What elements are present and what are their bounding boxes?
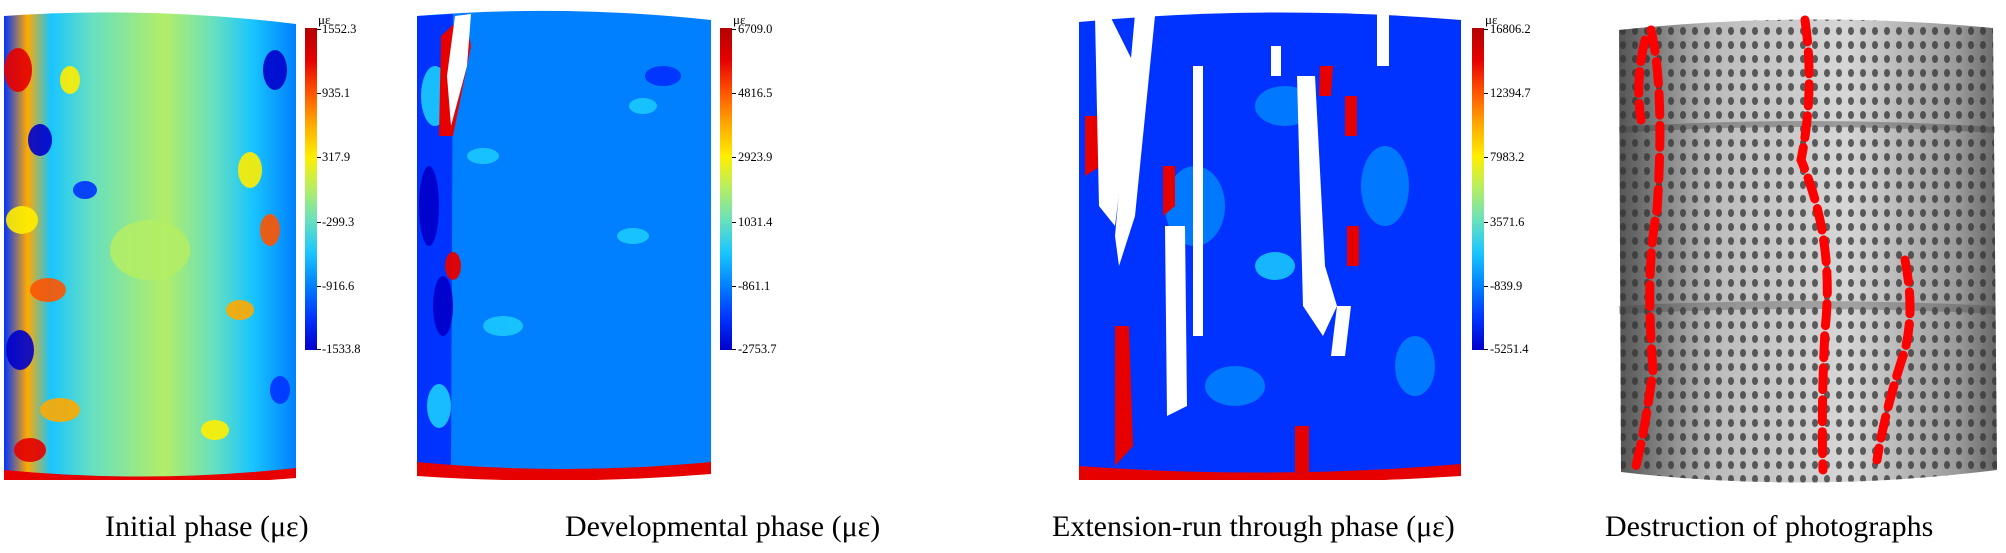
colorbar-tick-label: 1031.4	[738, 215, 773, 229]
caption-initial: Initial phase (με)	[105, 510, 309, 543]
colorbar-tick-label: -299.3	[322, 215, 355, 229]
colorbar-tick-label: -5251.4	[1490, 342, 1529, 356]
strain-map-developmental	[413, 6, 713, 480]
colorbar-developmental	[720, 28, 732, 350]
colorbar-tick-label: 4816.5	[738, 86, 773, 100]
specimen-photograph	[1605, 10, 2000, 488]
caption-extension: Extension-run through phase (με)	[1052, 510, 1455, 543]
strain-map-initial	[0, 10, 298, 480]
colorbar-initial	[305, 28, 317, 350]
crack-markers	[1630, 15, 1915, 475]
colorbar-unit-developmental: με	[733, 12, 746, 27]
colorbar-unit-extension: με	[1485, 12, 1498, 27]
colorbar-tick-label: 16806.2	[1490, 22, 1531, 36]
caption-developmental: Developmental phase (με)	[565, 510, 881, 543]
colorbar-tick-label: -861.1	[738, 279, 771, 293]
colorbar-tick-label: 3571.6	[1490, 215, 1525, 229]
colorbar-tick-label: -2753.7	[738, 342, 777, 356]
colorbar-tick-label: 12394.7	[1490, 86, 1531, 100]
colorbar-tick-label: -916.6	[322, 279, 355, 293]
colorbar-tick-label: 6709.0	[738, 22, 773, 36]
strain-map-extension	[1075, 6, 1465, 480]
colorbar-tick-label: -839.9	[1490, 279, 1523, 293]
colorbar-tick-label: 935.1	[322, 86, 351, 100]
colorbar-tick-label: -1533.8	[322, 342, 361, 356]
colorbar-tick-label: 1552.3	[322, 22, 357, 36]
colorbar-tick-label: 2923.9	[738, 150, 773, 164]
colorbar-unit-initial: με	[318, 12, 331, 27]
colorbar-extension	[1472, 28, 1484, 350]
colorbar-tick-label: 317.9	[322, 150, 351, 164]
caption-destruction: Destruction of photographs	[1605, 510, 1934, 543]
colorbar-tick-label: 7983.2	[1490, 150, 1525, 164]
